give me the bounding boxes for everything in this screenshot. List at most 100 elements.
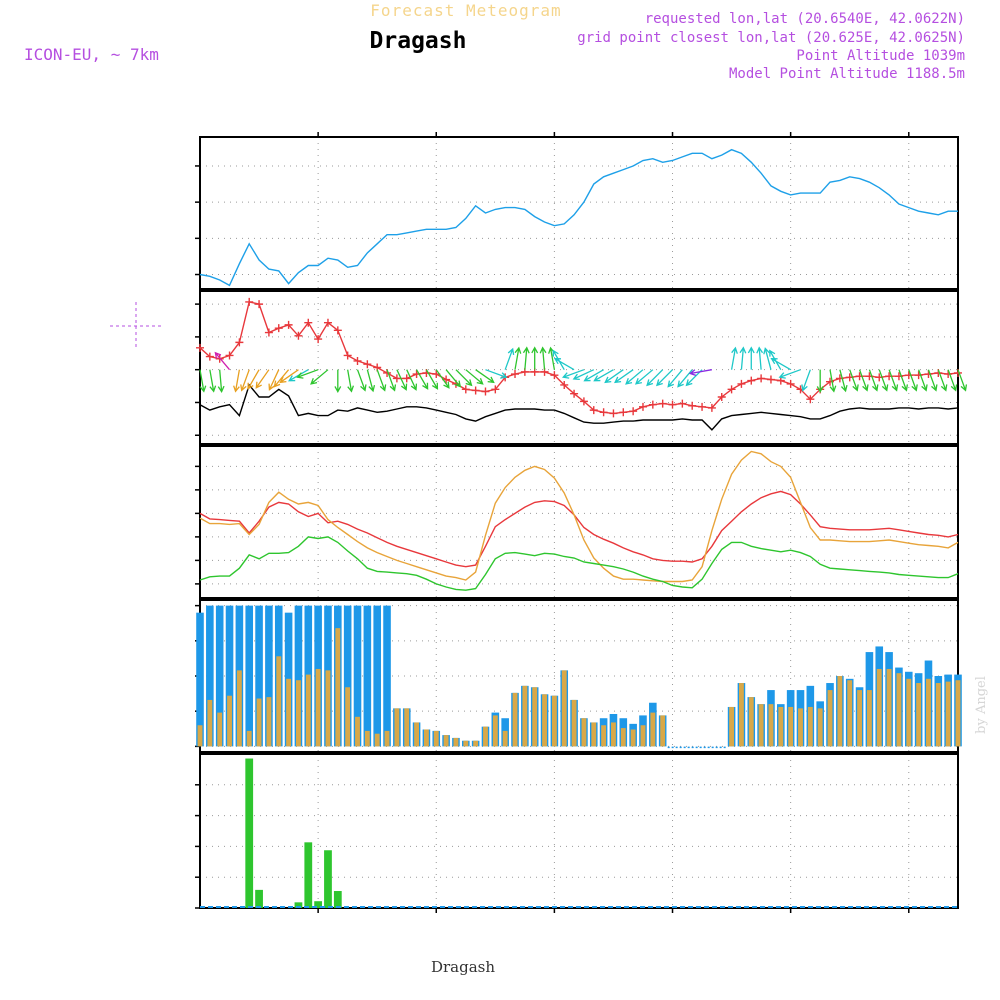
gust-marker [392,374,401,383]
precip-bar [333,891,342,908]
low-cloud-bar [374,733,380,747]
wind-arrow [778,369,801,379]
low-cloud-bar [276,656,282,747]
low-cloud-bar [886,668,892,747]
total-cloud-bar [343,605,352,747]
wind-arrow [553,358,575,371]
wind-arrow [435,369,450,389]
low-cloud-bar [768,704,774,747]
low-cloud-bar [729,706,735,747]
location-title: Dragash [370,28,467,54]
low-cloud-bar [473,740,479,747]
low-cloud-bar [798,708,803,747]
gust-marker [619,408,628,417]
wind-arrow [646,369,664,387]
wind-arrow [233,369,241,393]
gust-marker [806,395,815,404]
low-cloud-bar [433,730,439,747]
low-cloud-bar [266,697,272,747]
wind-arrow [425,369,439,390]
total-cloud-bar [245,605,254,747]
compass-rose-icon [110,302,162,348]
low-cloud-bar [945,681,951,747]
wind-arrow [878,369,889,392]
temp-line-dewpt-temp [199,536,959,591]
wind-arrow [214,351,231,371]
wind-arrow [475,369,495,384]
total-cloud-bar [215,605,224,747]
wind-arrow [888,369,899,392]
wind-arrow [366,369,376,393]
wind-arrow [763,347,772,370]
low-cloud-bar [650,712,656,747]
wind-arrow [217,369,225,393]
low-cloud-bar [896,673,902,747]
wind-arrow [816,369,824,394]
gust-marker [599,408,608,417]
wind-arrow [347,369,355,393]
panel-frame [199,136,959,290]
pressure-line [199,148,958,287]
wind-arrow [829,369,837,393]
low-cloud-bar [532,687,538,747]
low-cloud-bar [827,690,833,747]
gust-marker [589,406,598,415]
low-cloud-bar [227,695,232,747]
gust-marker [579,397,588,406]
wind-arrow [561,369,585,379]
precip-bar [304,842,313,908]
gust-marker [550,371,559,380]
low-cloud-bar [394,708,400,747]
low-cloud-bar [423,729,429,747]
gust-marker [727,385,736,394]
gust-marker [629,407,638,416]
panel-frame [199,290,959,445]
wind-arrow [255,369,270,389]
subtitle: Forecast Meteogram [370,1,561,20]
gust-marker [648,400,657,409]
low-cloud-bar [345,687,351,747]
wind-arrow [386,369,397,392]
gust-marker [314,335,323,344]
wind-arrow [677,369,693,388]
low-cloud-bar [364,730,370,747]
low-cloud-bar [620,728,626,747]
gust-marker [363,360,372,369]
gust-marker [707,403,716,412]
gust-marker [294,331,303,340]
wind-arrow [514,346,522,370]
gust-marker [402,374,411,383]
wind-arrow [539,346,547,370]
gust-marker [638,402,647,411]
wind-arrow [604,369,624,384]
low-cloud-bar [355,716,360,747]
gust-marker [471,386,480,395]
wind-arrow [770,358,791,371]
gust-marker [688,401,697,410]
low-cloud-bar [256,698,262,747]
low-cloud-bar [502,730,508,747]
footer-location: Dragash [431,958,495,976]
gust-marker [766,375,775,384]
low-cloud-bar [414,722,419,747]
low-cloud-bar [561,670,567,747]
wind-speed-line [199,383,959,431]
low-cloud-bar [483,726,488,747]
low-cloud-bar [837,676,843,747]
total-cloud-bar [373,605,381,747]
low-cloud-bar [847,680,853,747]
wind-arrow [406,369,418,391]
total-cloud-bar [206,605,214,747]
wind-arrow [310,369,329,385]
low-cloud-bar [916,683,922,747]
gust-marker [737,379,746,388]
gust-marker [698,402,707,411]
low-cloud-bar [296,680,301,747]
low-cloud-bar [591,722,597,747]
low-cloud-bar [955,680,961,747]
wind-arrow [209,369,217,393]
point-altitude: Point Altitude 1039m [796,48,965,64]
wind-arrow [296,369,319,379]
wind-arrow [688,369,713,377]
gust-marker [481,387,490,396]
